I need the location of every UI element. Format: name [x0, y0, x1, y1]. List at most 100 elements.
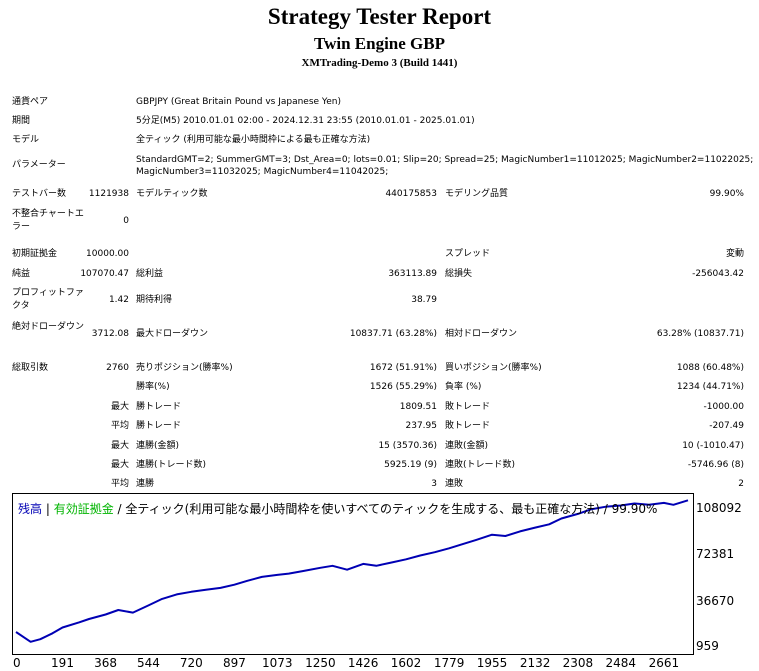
symbol-value: GBPJPY (Great Britain Pound vs Japanese … [136, 97, 341, 107]
long-positions-label: 買いポジション(勝率%) [445, 363, 542, 373]
params-label: パラメーター [12, 160, 66, 170]
x-tick-label: 1955 [476, 656, 508, 670]
cons-win-count-label: 連勝(トレード数) [136, 460, 207, 470]
gross-profit-label: 総利益 [136, 269, 164, 279]
win-pct-label: 勝率(%) [136, 382, 170, 392]
short-positions-label: 売りポジション(勝率%) [136, 363, 233, 373]
rel-drawdown-value: 63.28% (10837.71) [656, 329, 744, 339]
rel-drawdown-label: 相対ドローダウン [445, 329, 518, 339]
avg-win-label: 勝トレード [136, 421, 182, 431]
ticks-label: モデルティック数 [136, 189, 208, 199]
gross-loss-value: -256043.42 [692, 269, 744, 279]
expected-payoff-value: 38.79 [411, 295, 437, 305]
avg-cons-win-label: 連勝 [136, 479, 155, 489]
x-tick-label: 2132 [519, 656, 551, 670]
short-positions-value: 1672 (51.91%) [369, 363, 437, 373]
report-title: Strategy Tester Report [267, 4, 492, 29]
cons-loss-count-label: 連敗(トレード数) [445, 460, 516, 470]
abs-drawdown-value: 3712.08 [91, 329, 129, 339]
net-label: 純益 [12, 269, 31, 279]
long-positions-value: 1088 (60.48%) [676, 363, 744, 373]
avg-loss-value: -207.49 [709, 421, 744, 431]
max-drawdown-value: 10837.71 (63.28%) [349, 329, 437, 339]
max-loss-label: 敗トレード [445, 402, 491, 412]
profit-factor-value: 1.42 [108, 295, 129, 305]
mismatch-value: 0 [123, 216, 129, 226]
y-tick-label: 959 [696, 639, 719, 653]
avg-word: 平均 [110, 421, 129, 431]
params-line-2: MagicNumber3=11032025; MagicNumber4=1104… [136, 167, 389, 177]
cons-win-amount-label: 連勝(金額) [136, 441, 180, 451]
x-tick-label: 2661 [648, 656, 680, 670]
chart-caption-text: / 全ティック(利用可能な最小時間枠を使いすべてのティックを生成する、最も正確な… [113, 502, 658, 516]
y-tick-label: 36670 [696, 593, 735, 608]
max-win-label: 勝トレード [136, 402, 182, 412]
max-word: 最大 [110, 441, 129, 451]
model-label: モデル [12, 135, 40, 145]
x-tick-label: 897 [222, 656, 246, 670]
win-pct-value: 1526 (55.29%) [369, 382, 437, 392]
avg-loss-label: 敗トレード [445, 421, 491, 431]
params-line-1: StandardGMT=2; SummerGMT=3; Dst_Area=0; … [136, 155, 754, 165]
legend-balance: 残高 [18, 502, 43, 516]
avg-cons-loss-label: 連敗 [445, 479, 464, 489]
quality-label: モデリング品質 [445, 189, 509, 199]
y-tick-label: 72381 [696, 547, 735, 562]
deposit-label: 初期証拠金 [12, 249, 58, 259]
period-value: 5分足(M5) 2010.01.01 02:00 - 2024.12.31 23… [136, 116, 475, 126]
total-trades-label: 総取引数 [12, 363, 49, 373]
balance-chart [12, 493, 694, 655]
max-word: 最大 [110, 402, 129, 412]
cons-loss-amount-label: 連敗(金額) [445, 441, 489, 451]
bars-label: テストバー数 [12, 189, 67, 199]
mismatch-label: 不整合チャートエラー [12, 209, 84, 232]
quality-value: 99.90% [709, 189, 744, 199]
x-tick-label: 0 [13, 656, 21, 670]
max-drawdown-label: 最大ドローダウン [136, 329, 209, 339]
symbol-label: 通貨ペア [12, 97, 49, 107]
cons-win-count-value: 5925.19 (9) [384, 460, 437, 470]
expected-payoff-label: 期待利得 [136, 295, 173, 305]
gross-profit-value: 363113.89 [388, 269, 437, 279]
x-tick-label: 2308 [562, 656, 594, 670]
spread-value: 変動 [725, 249, 744, 259]
server-name: XMTrading-Demo 3 (Build 1441) [301, 57, 458, 69]
profit-factor-label: プロフィットファクタ [12, 288, 84, 311]
report-subtitle: Twin Engine GBP [314, 34, 445, 53]
model-value: 全ティック (利用可能な最小時間枠による最も正確な方法) [136, 135, 371, 145]
cons-loss-count-value: -5746.96 (8) [687, 460, 744, 470]
avg-word: 平均 [110, 479, 129, 489]
spread-label: スプレッド [445, 249, 491, 259]
x-tick-label: 191 [51, 656, 74, 670]
x-tick-label: 1426 [347, 656, 379, 670]
loss-pct-value: 1234 (44.71%) [676, 382, 744, 392]
cons-win-amount-value: 15 (3570.36) [378, 441, 437, 451]
max-word: 最大 [110, 460, 129, 470]
x-tick-label: 720 [179, 656, 203, 670]
max-win-value: 1809.51 [399, 402, 437, 412]
x-tick-label: 368 [94, 656, 118, 670]
deposit-value: 10000.00 [86, 249, 129, 259]
cons-loss-amount-value: 10 (-1010.47) [682, 441, 744, 451]
chart-frame [12, 493, 694, 655]
avg-cons-win-value: 3 [431, 479, 437, 489]
x-tick-label: 1250 [305, 656, 336, 670]
x-tick-label: 2484 [605, 656, 637, 670]
legend-separator: | [42, 502, 54, 516]
net-value: 107070.47 [80, 269, 129, 279]
avg-win-value: 237.95 [405, 421, 438, 431]
chart-caption: 残高 | 有効証拠金 / 全ティック(利用可能な最小時間枠を使いすべてのティック… [18, 500, 657, 517]
period-label: 期間 [12, 116, 31, 126]
x-tick-label: 1073 [261, 656, 293, 670]
gross-loss-label: 総損失 [445, 269, 473, 279]
abs-drawdown-label: 絶対ドローダウン [12, 322, 85, 332]
ticks-value: 440175853 [385, 189, 437, 199]
legend-equity: 有効証拠金 [53, 502, 114, 516]
x-tick-label: 544 [136, 656, 160, 670]
balance-line [15, 499, 689, 643]
avg-cons-loss-value: 2 [738, 479, 744, 489]
max-loss-value: -1000.00 [703, 402, 744, 412]
x-tick-label: 1779 [433, 656, 465, 670]
loss-pct-label: 負率 (%) [445, 382, 482, 392]
total-trades-value: 2760 [106, 363, 129, 373]
